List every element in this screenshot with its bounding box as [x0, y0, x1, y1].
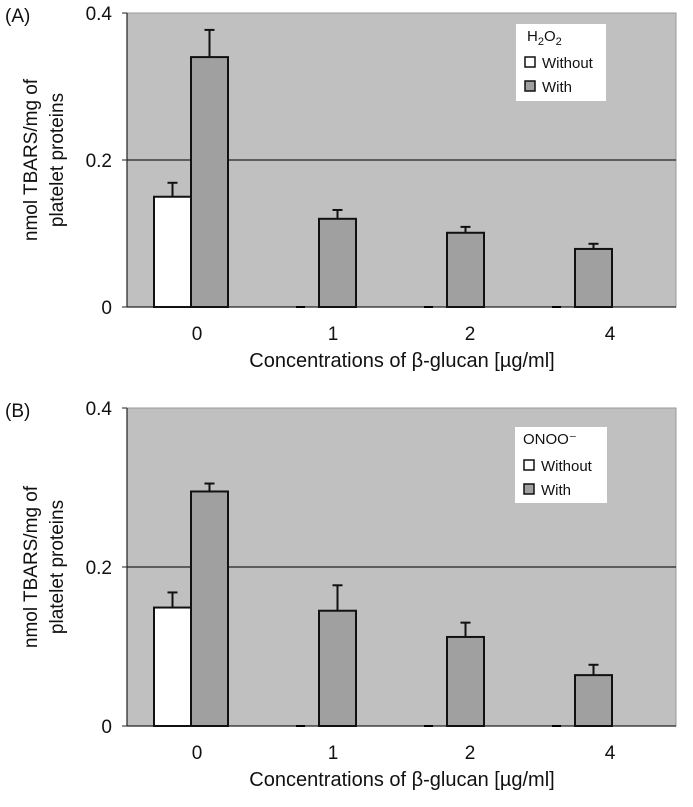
legend-label: With: [542, 79, 572, 96]
x-tick-label: 2: [465, 743, 476, 764]
bar-with: [318, 217, 357, 308]
y-tick-label: 0.4: [86, 399, 113, 420]
legend-label: Without: [542, 55, 594, 72]
panel-label: (B): [5, 401, 30, 422]
bar-with: [574, 674, 613, 727]
bar-without: [153, 606, 192, 727]
bar-with: [446, 231, 485, 308]
legend-title-subscript: 2: [538, 36, 544, 48]
x-axis-title: Concentrations of β-glucan [µg/ml]: [249, 350, 554, 372]
y-axis-title: nmol TBARS/mg of: [21, 485, 42, 648]
legend-swatch-without: [523, 459, 535, 471]
panel-a: 00.20.40 1 2 4H2O2WithoutWith(A)Concentrati…: [5, 4, 677, 372]
y-tick-label: 0.4: [86, 4, 113, 25]
y-tick-label: 0: [101, 717, 112, 738]
legend-title-part: H: [527, 28, 538, 45]
x-tick-label: 0: [192, 324, 203, 345]
legend-label: With: [541, 482, 571, 499]
legend-swatch-without: [524, 56, 536, 68]
bar-without: [153, 195, 192, 308]
bar-with: [574, 247, 613, 308]
bar-with: [190, 490, 229, 727]
legend-swatch-with: [524, 80, 536, 92]
x-tick-label: 2: [465, 324, 476, 345]
x-tick-label: 1: [328, 324, 339, 345]
x-tick-label: 0: [192, 743, 203, 764]
y-tick-label: 0: [101, 298, 112, 319]
legend-title: H2O2: [527, 28, 562, 48]
legend: ONOO⁻ Without With: [515, 427, 607, 503]
y-axis-title: platelet proteins: [47, 93, 68, 227]
y-axis-title: nmol TBARS/mg of: [21, 78, 42, 241]
y-tick-label: 0.2: [86, 558, 112, 579]
panel-b: 0 0.2 0.4 0 1 2 4 ONOO⁻ Without With (B) Concentrat…: [5, 399, 677, 791]
legend-swatch-with: [523, 483, 535, 495]
x-tick-label: 4: [605, 324, 616, 345]
x-axis-title: Concentrations of β-glucan [µg/ml]: [249, 769, 554, 791]
y-tick-label: 0.2: [86, 151, 112, 172]
y-axis-title: platelet proteins: [47, 500, 68, 634]
x-tick-label: 1: [328, 743, 339, 764]
bar-with: [446, 635, 485, 728]
legend-title: ONOO⁻: [523, 431, 577, 448]
legend-title-part: O: [544, 28, 556, 45]
legend-label: Without: [541, 458, 593, 475]
panel-label: (A): [5, 6, 30, 27]
x-tick-label: 4: [605, 743, 616, 764]
bar-with: [190, 56, 229, 308]
bar-with: [318, 609, 357, 727]
legend-title-subscript: 2: [556, 36, 562, 48]
